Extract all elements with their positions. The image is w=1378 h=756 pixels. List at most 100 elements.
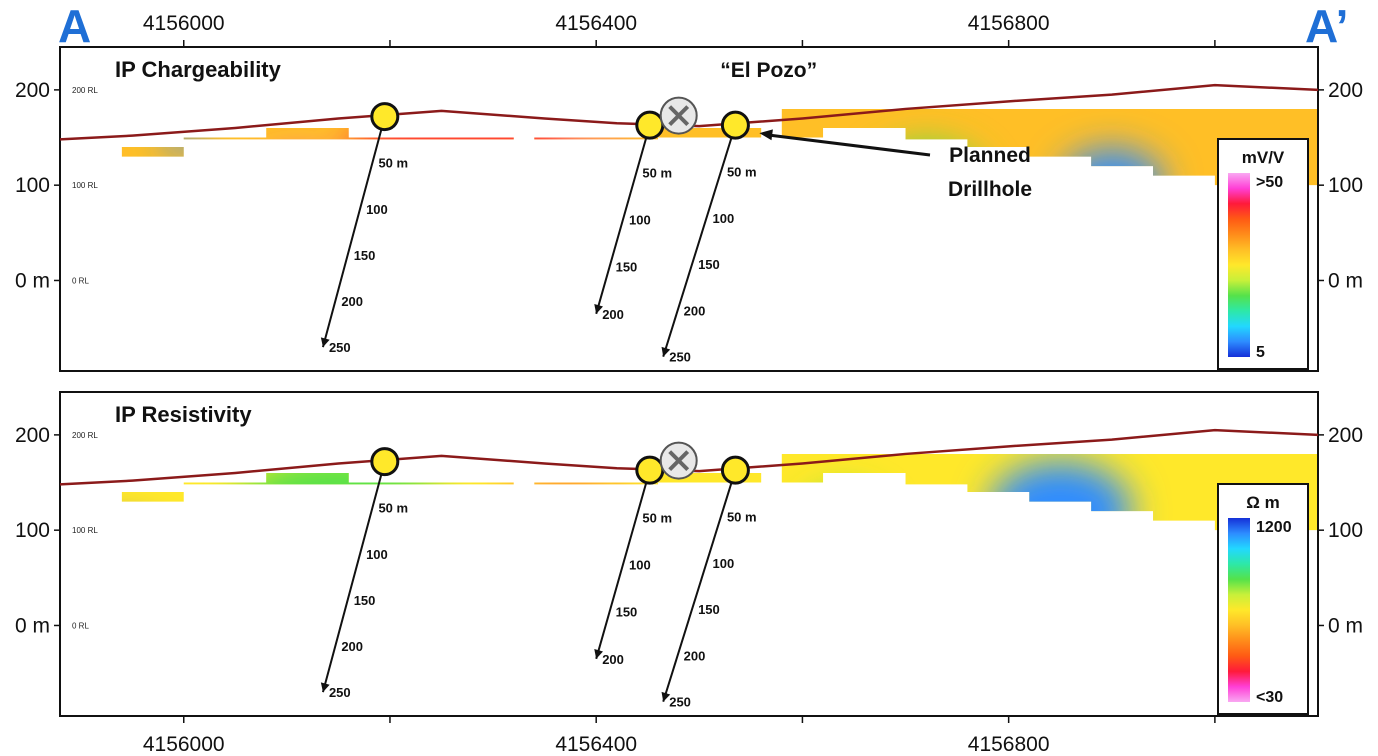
resistivity-frame — [59, 391, 1319, 717]
chargeability-legend-bottom-label: 5 — [1256, 344, 1265, 361]
chargeability-legend-top-label: >50 — [1256, 174, 1283, 191]
chargeability-drillhole-collar-1 — [635, 110, 665, 140]
planned-drillhole-label-line2: Drillhole — [948, 178, 1032, 201]
chargeability-drillhole-1-depth-label-2: 150 — [616, 260, 638, 275]
resistivity-ylabel-right-1: 100 — [1328, 519, 1363, 542]
resistivity-drillhole-1-depth-label-3: 200 — [602, 652, 624, 667]
section-start-label: A — [58, 0, 91, 52]
chargeability-drillhole-collar-0 — [370, 102, 400, 132]
chargeability-drillhole-2-depth-label-1: 100 — [713, 211, 735, 226]
resistivity-ylabel-right-2: 0 m — [1328, 614, 1363, 637]
planned-drillhole-pointer — [769, 133, 931, 157]
resistivity-drillhole-2-depth-label-0: 50 m — [727, 509, 757, 524]
resistivity-legend-colorbar — [1228, 518, 1250, 702]
resistivity-model-base — [60, 453, 1318, 578]
chargeability-drillhole-2-depth-label-2: 150 — [698, 257, 720, 272]
chargeability-ylabel-right-0: 200 — [1328, 79, 1363, 102]
chargeability-frame — [59, 46, 1319, 372]
chargeability-legend-colorbar — [1228, 173, 1250, 357]
resistivity-drillhole-collar-0 — [370, 447, 400, 477]
planned-drillhole-pointer-head — [759, 129, 773, 141]
chargeability-ylabel-left-1: 100 — [15, 174, 50, 197]
chargeability-drillhole-trace-1 — [595, 124, 651, 315]
chargeability-drillhole-collar-2 — [720, 110, 750, 140]
chargeability-drillhole-arrow-0 — [320, 337, 330, 348]
resistivity-drillhole-2-depth-label-1: 100 — [713, 556, 735, 571]
resistivity-ylabel-left-1: 100 — [15, 519, 50, 542]
resistivity-drillhole-0-depth-label-0: 50 m — [378, 501, 408, 516]
resistivity-ylabel-left-2: 0 m — [15, 614, 50, 637]
resistivity-drillhole-2-depth-label-4: 250 — [669, 695, 691, 710]
resistivity-drillhole-0-depth-label-4: 250 — [329, 685, 351, 700]
chargeability-drillhole-0-depth-label-3: 200 — [341, 294, 363, 309]
resistivity-drillhole-arrow-0 — [320, 682, 330, 693]
resistivity-drillhole-0-depth-label-1: 100 — [366, 547, 388, 562]
resistivity-drillhole-1-depth-label-1: 100 — [629, 557, 651, 572]
resistivity-rl-label-0: 200 RL — [72, 431, 98, 440]
chargeability-drillhole-0-depth-label-1: 100 — [366, 202, 388, 217]
panel-resistivity: IP Resistivity 200 200 200 RL 100 100 100 RL 0 … — [15, 391, 1363, 717]
resistivity-drillhole-collar-1 — [635, 455, 665, 485]
resistivity-legend-unit: Ω m — [1246, 493, 1279, 512]
chargeability-drillhole-1-depth-label-0: 50 m — [642, 165, 672, 180]
resistivity-anomaly-5 — [804, 493, 883, 548]
chargeability-rl-label-2: 0 RL — [72, 276, 89, 285]
resistivity-drillhole-2-depth-label-3: 200 — [684, 648, 706, 663]
chargeability-drillhole-2-depth-label-4: 250 — [669, 350, 691, 365]
bottom-easting-label-0: 4156000 — [143, 733, 225, 756]
top-easting-label-2: 4156800 — [968, 12, 1050, 35]
chargeability-drillhole-0-depth-label-0: 50 m — [378, 156, 408, 171]
resistivity-drillhole-0-depth-label-3: 200 — [341, 639, 363, 654]
chargeability-drillhole-arrow-1 — [594, 304, 603, 314]
resistivity-mine-icon — [659, 441, 698, 480]
chargeability-drillhole-1-depth-label-1: 100 — [629, 212, 651, 227]
resistivity-ylabel-left-0: 200 — [15, 424, 50, 447]
chargeability-legend: mV/V >50 5 — [1217, 138, 1309, 370]
resistivity-drillhole-trace-1 — [595, 469, 651, 660]
resistivity-drillhole-arrow-1 — [594, 649, 603, 659]
resistivity-rl-label-1: 100 RL — [72, 526, 98, 535]
resistivity-legend-top-label: 1200 — [1256, 519, 1292, 536]
resistivity-mine-icon-pick-2 — [668, 450, 690, 472]
chargeability-rl-label-0: 200 RL — [72, 86, 98, 95]
chargeability-model — [60, 108, 1318, 233]
chargeability-mine-icon-pick-2 — [668, 105, 690, 127]
chargeability-drillhole-2-depth-label-3: 200 — [684, 303, 706, 318]
resistivity-anomaly-4 — [988, 461, 1132, 561]
chargeability-anomaly-1 — [251, 158, 343, 222]
top-easting-label-1: 4156400 — [555, 12, 637, 35]
chargeability-ylabel-left-0: 200 — [15, 79, 50, 102]
chargeability-ylabel-right-2: 0 m — [1328, 269, 1363, 292]
panel-chargeability: IP Chargeability 200 200 200 RL 100 100 100 RL… — [15, 46, 1363, 372]
resistivity-drillhole-trace-0 — [321, 461, 386, 693]
resistivity-anomaly-0 — [221, 453, 456, 578]
el-pozo-label: “El Pozo” — [720, 59, 817, 82]
resistivity-model — [60, 453, 1318, 578]
chargeability-rl-label-1: 100 RL — [72, 181, 98, 190]
chargeability-drillhole-trace-2 — [662, 124, 737, 358]
chargeability-anomaly-5 — [1059, 149, 1164, 222]
chargeability-drillhole-arrow-2 — [661, 346, 671, 357]
resistivity-rl-label-2: 0 RL — [72, 621, 89, 630]
chargeability-anomaly-6 — [164, 124, 204, 152]
chargeability-drillhole-0-depth-label-4: 250 — [329, 340, 351, 355]
planned-drillhole-label-line1: Planned — [949, 144, 1031, 167]
chargeability-drillhole-2-depth-label-0: 50 m — [727, 164, 757, 179]
resistivity-drillhole-2-depth-label-2: 150 — [698, 602, 720, 617]
resistivity-title: IP Resistivity — [115, 402, 252, 427]
top-easting-label-0: 4156000 — [143, 12, 225, 35]
chargeability-ylabel-right-1: 100 — [1328, 174, 1363, 197]
chargeability-model-base — [60, 108, 1318, 233]
chargeability-drillhole-1-depth-label-3: 200 — [602, 307, 624, 322]
chargeability-ylabel-left-2: 0 m — [15, 269, 50, 292]
resistivity-drillhole-1-depth-label-0: 50 m — [642, 510, 672, 525]
bottom-easting-label-2: 4156800 — [968, 733, 1050, 756]
chargeability-drillhole-trace-0 — [321, 116, 386, 348]
chargeability-legend-unit: mV/V — [1242, 148, 1285, 167]
section-end-label: A’ — [1305, 0, 1348, 52]
resistivity-drillhole-0-depth-label-2: 150 — [354, 593, 376, 608]
resistivity-drillhole-arrow-2 — [661, 691, 671, 702]
chargeability-drillhole-0-depth-label-2: 150 — [354, 248, 376, 263]
chargeability-mine-icon — [659, 96, 698, 135]
resistivity-legend-bottom-label: <30 — [1256, 689, 1283, 706]
